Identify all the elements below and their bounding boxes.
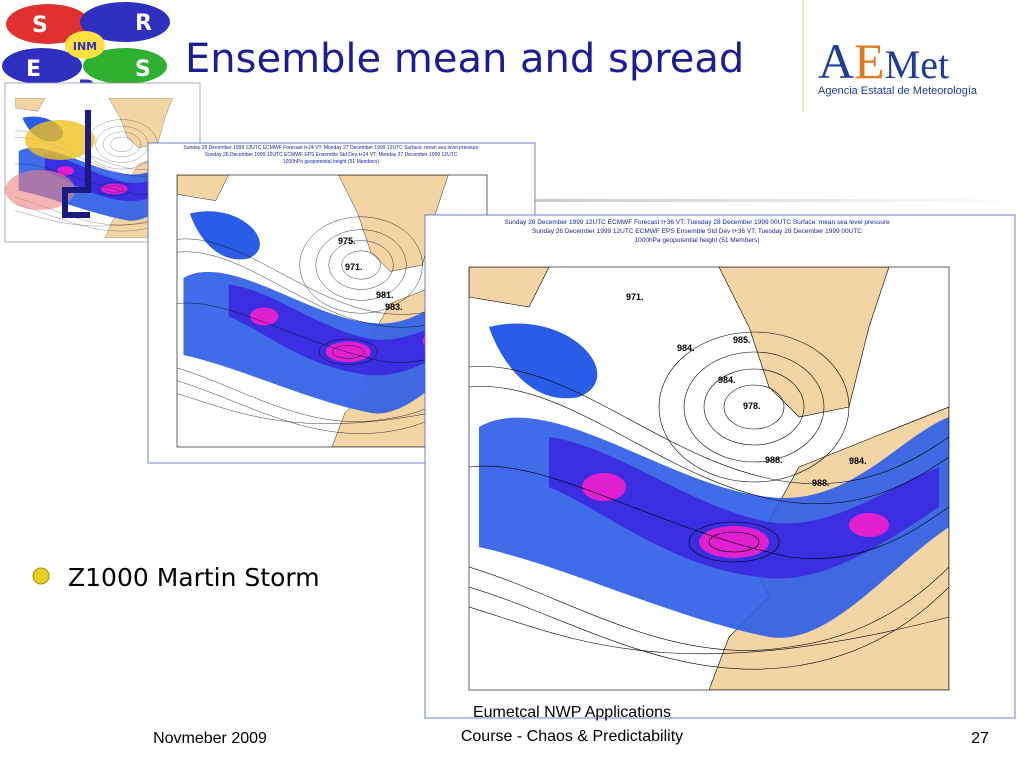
map-large: Sunday 26 December 1999 12UTC ECMWF Fore…: [424, 214, 1016, 719]
footer-course: Course - Chaos & Predictability: [461, 728, 683, 745]
rule: [90, 199, 1024, 202]
slide-title: Ensemble mean and spread: [185, 36, 744, 82]
pressure-label: 988.: [812, 478, 830, 488]
footer-course: Eumetcal NWP Applications: [473, 704, 671, 721]
bullet-text: Z1000 Martin Storm: [68, 563, 320, 592]
map-caption: Sunday 26 December 1999 12UTC ECMWF EPS …: [532, 228, 862, 235]
pressure-label: 981.: [376, 290, 394, 300]
brand-part: A: [818, 33, 854, 89]
pressure-label: 988.: [765, 455, 783, 465]
logo: S R E S P INM: [2, 2, 170, 102]
pressure-label: 984.: [718, 375, 736, 385]
map-caption: Sunday 26 December 1999 12UTC ECMWF EPS …: [205, 152, 458, 158]
footer-date: Novmeber 2009: [153, 730, 267, 747]
logo-center: INM: [73, 40, 97, 53]
pressure-label: 971.: [345, 262, 363, 272]
map-caption: Sunday 26 December 1999 12UTC ECMWF Fore…: [504, 219, 890, 226]
map-caption: 1000hPa geopotential height (51 Members): [283, 159, 380, 165]
brand-part: E: [854, 33, 885, 89]
pressure-label: 985.: [733, 335, 751, 345]
brand: AEMet: [818, 33, 949, 89]
logo-letter: R: [135, 11, 152, 36]
pressure-label: 983.: [385, 302, 403, 312]
agency: Agencia Estatal de Meteorología: [818, 85, 978, 97]
pressure-label: 975.: [338, 236, 356, 246]
logo-letter: S: [32, 13, 48, 38]
pressure-label: 984.: [677, 343, 695, 353]
pressure-label: 984.: [849, 456, 867, 466]
map-caption: Sunday 26 December 1999 12UTC ECMWF Fore…: [183, 145, 478, 151]
logo-letter: S: [135, 57, 151, 82]
brand-part: Met: [885, 42, 949, 87]
bullet-item: Z1000 Martin Storm: [32, 563, 320, 592]
page-number: 27: [971, 730, 989, 747]
map-caption: 1000hPa geopotential height (51 Members): [634, 237, 759, 244]
logo-letter: E: [26, 57, 41, 82]
pressure-label: 978.: [743, 401, 761, 411]
pressure-label: 971.: [626, 292, 644, 302]
